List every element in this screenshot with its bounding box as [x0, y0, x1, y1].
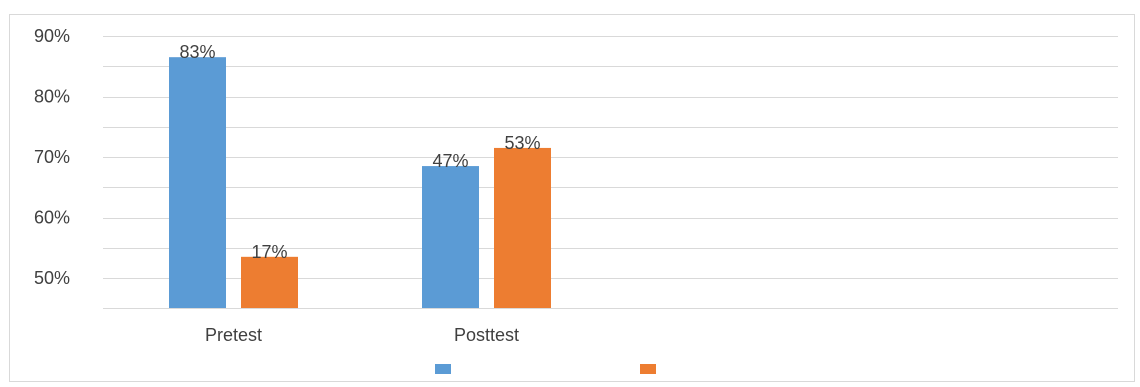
y-tick-label: 80%	[34, 87, 70, 107]
data-label: 47%	[432, 151, 468, 171]
data-labels: 83% 17% 47% 53%	[179, 42, 540, 262]
y-tick-label: 90%	[34, 26, 70, 46]
legend-swatch-series-2	[640, 364, 656, 374]
bar-pretest-series-1	[169, 57, 226, 308]
bar-posttest-series-2	[494, 147, 551, 308]
x-axis-tick-labels: Pretest Posttest	[205, 325, 519, 345]
data-label: 17%	[251, 242, 287, 262]
bar-pretest-series-2	[241, 256, 298, 308]
x-tick-label: Posttest	[454, 325, 519, 345]
x-tick-label: Pretest	[205, 325, 262, 345]
legend-swatch-series-1	[435, 364, 451, 374]
data-label: 53%	[504, 133, 540, 153]
y-tick-label: 70%	[34, 147, 70, 167]
bar-posttest-series-1	[422, 166, 479, 308]
data-label: 83%	[179, 42, 215, 62]
y-axis-tick-labels: 90% 80% 70% 60% 50%	[34, 26, 70, 288]
legend	[435, 364, 656, 374]
y-tick-label: 50%	[34, 268, 70, 288]
y-tick-label: 60%	[34, 208, 70, 228]
bars	[169, 57, 551, 308]
